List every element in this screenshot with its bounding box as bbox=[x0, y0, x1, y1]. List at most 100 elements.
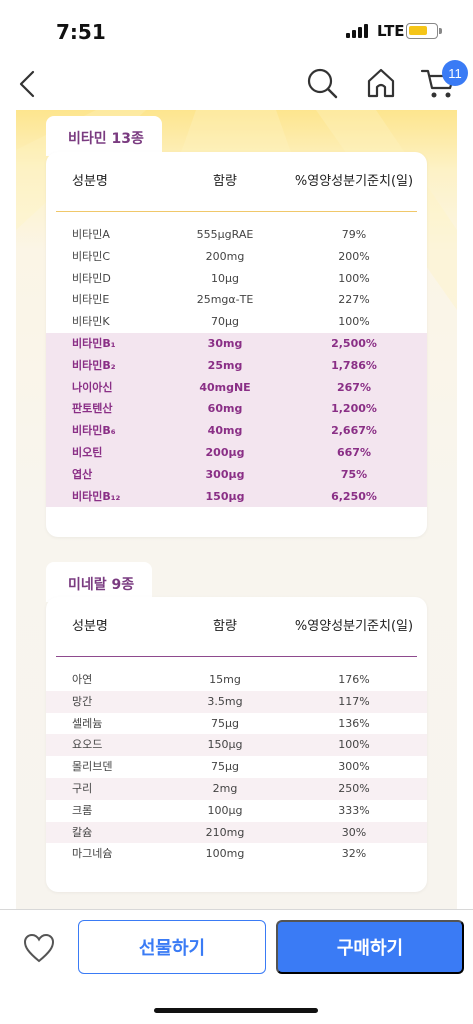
status-time: 7:51 bbox=[56, 20, 106, 44]
ingredient-amount: 100mg bbox=[205, 847, 245, 861]
cart-count-badge: 11 bbox=[442, 60, 468, 86]
ingredient-name: 비오틴 bbox=[72, 445, 103, 459]
ingredient-name: 요오드 bbox=[72, 738, 103, 752]
ingredient-name: 판토텐산 bbox=[72, 402, 113, 416]
signal-icon bbox=[346, 24, 368, 38]
table-row: 비타민D 10μg 100% bbox=[46, 268, 427, 290]
ingredient-name: 칼슘 bbox=[72, 825, 93, 839]
daily-value-percent: 333% bbox=[338, 803, 370, 817]
col-header-amount: 함량 bbox=[213, 174, 237, 189]
ingredient-amount: 25mgα-TE bbox=[196, 293, 254, 307]
table-row: 비타민B₂ 25mg 1,786% bbox=[46, 354, 427, 377]
ingredient-amount: 2mg bbox=[212, 781, 238, 795]
ingredient-name: 비타민E bbox=[72, 293, 110, 307]
ingredient-name: 셀레늄 bbox=[72, 716, 103, 730]
table-row: 구리 2mg 250% bbox=[46, 777, 427, 800]
ingredient-name: 크롬 bbox=[72, 803, 93, 817]
ingredient-amount: 75μg bbox=[211, 716, 239, 730]
daily-value-percent: 1,200% bbox=[331, 402, 377, 416]
back-icon[interactable] bbox=[16, 68, 40, 100]
ingredient-amount: 200mg bbox=[205, 249, 245, 263]
col-header-name: 성분명 bbox=[72, 174, 108, 189]
daily-value-percent: 6,250% bbox=[331, 489, 377, 503]
nav-bar: 11 bbox=[0, 60, 473, 106]
ingredient-amount: 200μg bbox=[205, 445, 245, 459]
vitamin-table-body: 비타민A 555μgRAE 79% 비타민C 200mg 200% 비타민D 10μg 100%… bbox=[46, 212, 427, 508]
table-row: 비타민C 200mg 200% bbox=[46, 246, 427, 268]
ingredient-name: 마그네슘 bbox=[72, 847, 113, 861]
daily-value-percent: 250% bbox=[338, 781, 370, 795]
ingredient-name: 비타민C bbox=[72, 249, 111, 263]
table-row: 요오드 150μg 100% bbox=[46, 734, 427, 757]
table-row: 마그네슘 100mg 32% bbox=[46, 843, 427, 865]
table-row: 몰리브덴 75μg 300% bbox=[46, 756, 427, 778]
daily-value-percent: 176% bbox=[338, 673, 370, 686]
ingredient-amount: 100μg bbox=[207, 803, 243, 817]
table-row: 나이아신 40mgNE 267% bbox=[46, 376, 427, 399]
ingredient-name: 비타민D bbox=[72, 271, 111, 285]
ingredient-amount: 70μg bbox=[211, 315, 239, 329]
network-label: LTE bbox=[377, 22, 405, 40]
daily-value-percent: 2,500% bbox=[331, 336, 377, 350]
buy-button[interactable]: 구매하기 bbox=[276, 920, 464, 974]
ingredient-amount: 3.5mg bbox=[207, 694, 243, 708]
ingredient-amount: 150μg bbox=[205, 489, 245, 503]
table-row: 엽산 300μg 75% bbox=[46, 463, 427, 486]
ingredient-name: 비타민B₆ bbox=[72, 424, 116, 438]
ingredient-amount: 75μg bbox=[211, 760, 239, 774]
ingredient-amount: 25mg bbox=[207, 358, 243, 372]
table-row: 셀레늄 75μg 136% bbox=[46, 713, 427, 735]
ingredient-name: 구리 bbox=[72, 781, 93, 795]
ingredient-amount: 15mg bbox=[209, 673, 241, 686]
header-divider bbox=[56, 655, 417, 657]
home-icon[interactable] bbox=[364, 66, 398, 100]
daily-value-percent: 1,786% bbox=[331, 358, 377, 372]
daily-value-percent: 32% bbox=[341, 847, 367, 861]
table-row: 비타민K 70μg 100% bbox=[46, 311, 427, 333]
ingredient-amount: 555μgRAE bbox=[196, 228, 254, 241]
daily-value-percent: 300% bbox=[338, 760, 370, 774]
col-header-daily-value: %영양성분기준치(일) bbox=[294, 174, 414, 189]
ingredient-name: 비타민K bbox=[72, 315, 110, 329]
ingredient-amount: 30mg bbox=[207, 336, 243, 350]
table-row: 망간 3.5mg 117% bbox=[46, 690, 427, 713]
daily-value-percent: 100% bbox=[338, 738, 370, 752]
ingredient-name: 비타민B₁₂ bbox=[72, 489, 121, 503]
daily-value-percent: 136% bbox=[338, 716, 370, 730]
daily-value-percent: 100% bbox=[338, 271, 370, 285]
ingredient-amount: 40mg bbox=[207, 424, 243, 438]
mineral-table: 성분명 함량 %영양성분기준치(일) 아연 15mg 176% 망간 3.5mg 117%… bbox=[46, 597, 427, 892]
daily-value-percent: 100% bbox=[338, 315, 370, 329]
ingredient-name: 나이아신 bbox=[72, 380, 113, 394]
table-row: 비타민E 25mgα-TE 227% bbox=[46, 289, 427, 311]
ingredient-name: 비타민B₁ bbox=[72, 336, 116, 350]
mineral-tab-label: 미네랄 9종 bbox=[46, 562, 153, 602]
daily-value-percent: 200% bbox=[338, 249, 370, 263]
table-row: 아연 15mg 176% bbox=[46, 669, 427, 691]
daily-value-percent: 117% bbox=[338, 694, 370, 708]
daily-value-percent: 75% bbox=[340, 467, 368, 481]
vitamin-table: 성분명 함량 %영양성분기준치(일) 비타민A 555μgRAE 79% 비타민C 20… bbox=[46, 152, 427, 537]
ingredient-name: 망간 bbox=[72, 694, 93, 708]
gift-button[interactable]: 선물하기 bbox=[78, 920, 266, 974]
nutrition-info-panel: 비타민 13종 성분명 함량 %영양성분기준치(일) 비타민A 555μgRAE 7… bbox=[16, 110, 457, 910]
table-row: 판토텐산 60mg 1,200% bbox=[46, 398, 427, 421]
bottom-action-bar: 선물하기 구매하기 bbox=[0, 909, 473, 1024]
table-row: 비타민B₁₂ 150μg 6,250% bbox=[46, 485, 427, 508]
search-icon[interactable] bbox=[305, 66, 339, 100]
heart-icon[interactable] bbox=[22, 932, 56, 964]
ingredient-name: 몰리브덴 bbox=[72, 760, 113, 774]
vitamin-table-header: 성분명 함량 %영양성분기준치(일) bbox=[46, 152, 427, 212]
table-row: 비타민B₁ 30mg 2,500% bbox=[46, 332, 427, 355]
ingredient-name: 비타민A bbox=[72, 228, 110, 241]
header-divider bbox=[56, 211, 417, 212]
daily-value-percent: 2,667% bbox=[331, 424, 377, 438]
table-row: 크롬 100μg 333% bbox=[46, 800, 427, 822]
daily-value-percent: 267% bbox=[337, 380, 371, 394]
table-row: 비오틴 200μg 667% bbox=[46, 441, 427, 464]
battery-icon bbox=[406, 23, 442, 39]
home-indicator bbox=[154, 1008, 318, 1013]
col-header-name: 성분명 bbox=[72, 619, 108, 634]
col-header-daily-value: %영양성분기준치(일) bbox=[294, 619, 414, 634]
daily-value-percent: 30% bbox=[341, 825, 367, 839]
